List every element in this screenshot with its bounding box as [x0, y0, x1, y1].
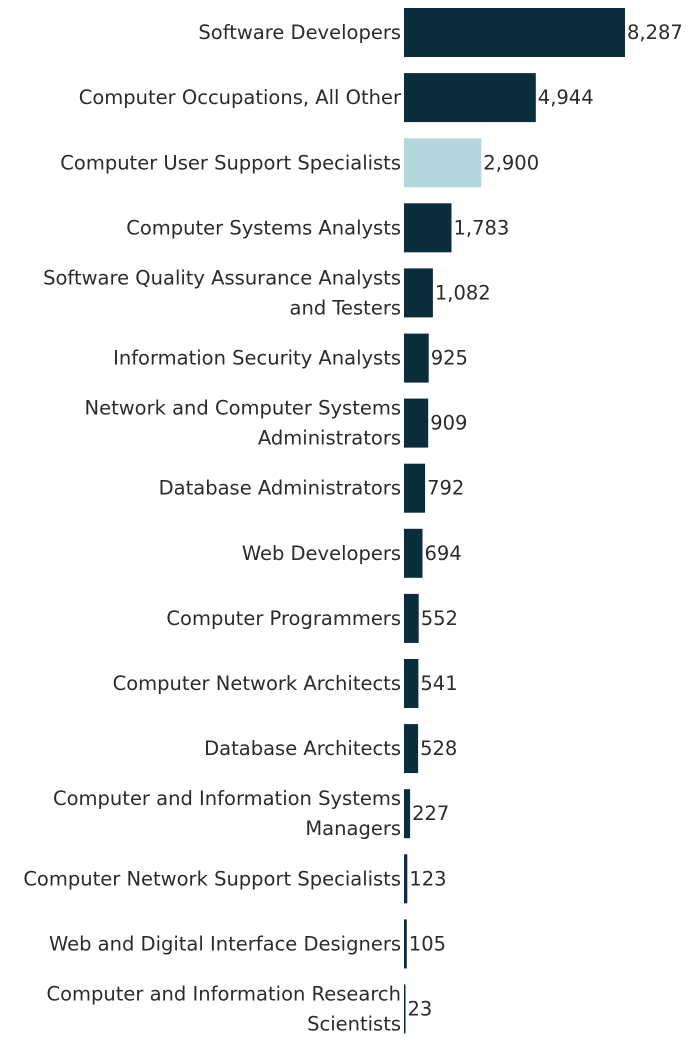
bar	[404, 8, 625, 57]
value-label: 694	[425, 542, 462, 565]
category-label: Network and Computer Systems Administrato…	[84, 397, 401, 450]
bar	[404, 73, 536, 123]
category-label: Information Security Analysts	[113, 347, 401, 370]
value-label: 1,783	[454, 216, 510, 239]
bar	[404, 724, 419, 774]
value-label: 528	[420, 737, 457, 760]
category-label: Web and Digital Interface Designers	[49, 932, 401, 955]
bar	[404, 203, 452, 253]
value-label: 541	[420, 672, 457, 695]
bar	[404, 398, 429, 448]
bar	[404, 854, 408, 904]
bar	[404, 659, 419, 708]
category-label: Computer User Support Specialists	[60, 151, 401, 174]
value-label: 4,944	[538, 86, 594, 109]
value-label: 23	[408, 998, 433, 1021]
value-label: 227	[412, 802, 449, 825]
bar	[404, 593, 419, 643]
bar	[404, 528, 423, 578]
category-label: Computer Network Support Specialists	[23, 867, 401, 890]
bar	[404, 463, 426, 513]
value-label: 925	[431, 347, 468, 370]
bar	[404, 984, 406, 1034]
category-label: Computer Network Architects	[113, 672, 401, 695]
category-label: Computer and Information Research Scienti…	[46, 983, 401, 1036]
category-label: Computer Programmers	[166, 607, 401, 630]
bar	[404, 268, 433, 318]
category-label: Software Developers	[198, 21, 401, 44]
category-label: Computer Systems Analysts	[126, 216, 401, 239]
category-label: Database Administrators	[159, 477, 401, 500]
value-label: 8,287	[627, 21, 683, 44]
category-label: Database Architects	[204, 737, 401, 760]
bar	[404, 919, 407, 969]
category-label: Web Developers	[242, 542, 401, 565]
value-label: 123	[409, 867, 446, 890]
category-label: Computer Occupations, All Other	[79, 86, 402, 109]
value-label: 552	[421, 607, 458, 630]
category-label: Software Quality Assurance Analysts and T…	[43, 266, 401, 319]
value-label: 2,900	[483, 151, 539, 174]
value-label: 792	[427, 477, 464, 500]
bar	[404, 333, 429, 383]
value-label: 105	[409, 932, 446, 955]
value-label: 1,082	[435, 281, 491, 304]
category-label: Computer and Information Systems Managers	[53, 787, 401, 840]
value-label: 909	[430, 412, 467, 435]
bar	[404, 138, 482, 188]
bar	[404, 789, 411, 839]
